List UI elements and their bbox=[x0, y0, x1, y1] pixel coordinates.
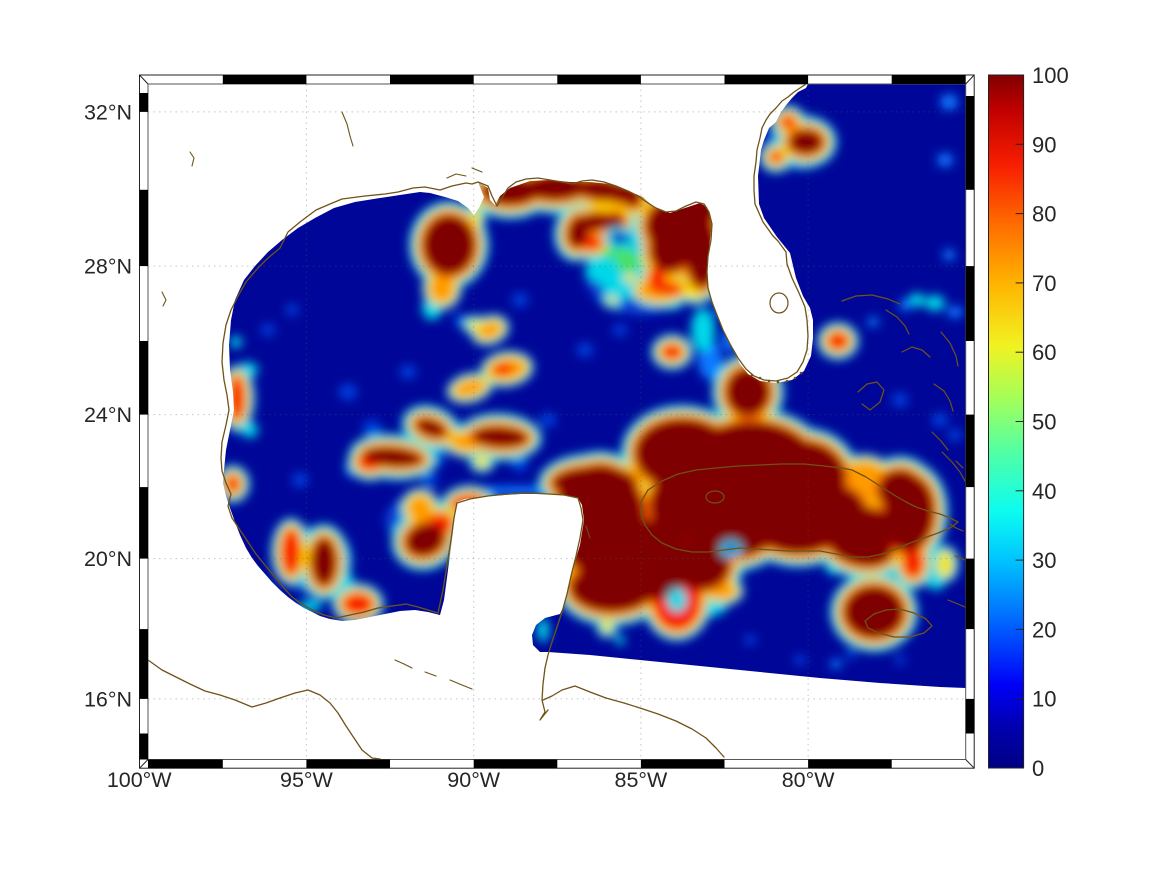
svg-text:16°N: 16°N bbox=[84, 687, 132, 711]
svg-text:60: 60 bbox=[1032, 340, 1056, 365]
svg-text:80°W: 80°W bbox=[782, 768, 836, 792]
svg-text:20: 20 bbox=[1032, 617, 1056, 642]
svg-text:40: 40 bbox=[1032, 479, 1056, 504]
svg-text:100: 100 bbox=[1032, 63, 1069, 88]
svg-text:30: 30 bbox=[1032, 548, 1056, 573]
svg-text:28°N: 28°N bbox=[84, 255, 132, 279]
svg-text:10: 10 bbox=[1032, 687, 1056, 712]
svg-text:85°W: 85°W bbox=[614, 768, 668, 792]
svg-text:95°W: 95°W bbox=[280, 768, 334, 792]
svg-text:50: 50 bbox=[1032, 410, 1056, 435]
svg-text:90: 90 bbox=[1032, 132, 1056, 157]
svg-text:24°N: 24°N bbox=[84, 403, 132, 427]
svg-text:32°N: 32°N bbox=[84, 100, 132, 124]
svg-text:0: 0 bbox=[1032, 756, 1044, 781]
svg-text:80: 80 bbox=[1032, 202, 1056, 227]
svg-text:100°W: 100°W bbox=[107, 768, 172, 792]
svg-text:70: 70 bbox=[1032, 271, 1056, 296]
svg-text:90°W: 90°W bbox=[447, 768, 501, 792]
svg-text:20°N: 20°N bbox=[84, 547, 132, 571]
